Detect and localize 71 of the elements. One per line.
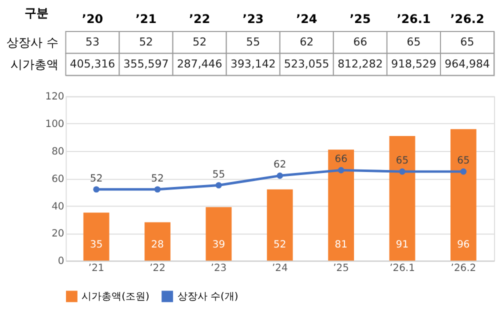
y-tick-label: 120 (45, 92, 64, 103)
point (154, 186, 161, 193)
data-label: 918,529 (391, 57, 436, 70)
data-label: 65 (460, 35, 474, 48)
data-label: 405,316 (70, 57, 116, 70)
bar (144, 222, 170, 261)
data-label: 52 (151, 173, 164, 184)
x-tick-label: ’21 (88, 263, 104, 274)
data-label: 81 (334, 240, 348, 251)
data-label: 28 (151, 240, 164, 251)
x-tick-label: ’20 (82, 12, 104, 26)
data-label: 96 (457, 240, 470, 251)
legend-label: 상장사 수(개) (177, 291, 238, 302)
point (460, 168, 467, 175)
data-label: 39 (212, 240, 226, 251)
data-label: 35 (90, 240, 103, 251)
data-label: 52 (139, 35, 153, 48)
y-tick-label: 100 (45, 119, 64, 130)
y-axis-title: 구분 (24, 6, 48, 20)
x-tick-label: ’25 (333, 263, 349, 274)
bar (328, 150, 354, 261)
bar (83, 212, 110, 261)
y-tick-label: 시가총액 (10, 57, 58, 72)
data-label: 62 (274, 160, 286, 171)
x-tick-label: ’24 (296, 12, 318, 26)
data-label: 66 (334, 154, 348, 166)
x-tick-label: ’22 (150, 263, 166, 274)
bar (206, 207, 232, 261)
bar (389, 136, 416, 261)
legend-label: 시가총액(조원) (82, 291, 150, 302)
data-label: 65 (406, 35, 421, 48)
point (216, 182, 222, 188)
data-label: 53 (86, 35, 100, 48)
data-label: 55 (212, 169, 226, 180)
data-label: 55 (246, 35, 260, 48)
x-tick-label: ’25 (350, 12, 371, 26)
data-label: 523,055 (284, 57, 330, 70)
data-label: 52 (192, 35, 207, 48)
x-tick-label: ’23 (242, 12, 264, 26)
data-label: 65 (396, 156, 409, 167)
point (338, 167, 344, 174)
data-label: 812,282 (338, 57, 383, 70)
y-tick-label: 상장사 수 (6, 35, 58, 50)
data-label: 52 (274, 240, 286, 251)
point (93, 186, 100, 193)
data-label: 393,142 (230, 57, 276, 70)
y-tick-label: 0 (58, 256, 64, 268)
x-tick-label: ’26.1 (390, 263, 415, 274)
point (399, 168, 406, 175)
x-tick-label: ’26.1 (396, 12, 431, 26)
y-tick-label: 80 (52, 146, 64, 158)
point (276, 172, 284, 179)
x-tick-label: ’26.2 (450, 263, 476, 274)
data-label: 355,597 (123, 57, 169, 70)
x-tick-label: ’26.2 (450, 12, 484, 26)
x-tick-label: ’22 (189, 12, 210, 26)
bar (266, 189, 293, 261)
data-label: 62 (300, 35, 314, 48)
y-tick-label: 20 (52, 228, 64, 240)
x-tick-label: ’23 (210, 263, 227, 274)
y-tick-label: 40 (52, 201, 64, 212)
x-tick-label: ’24 (272, 263, 288, 274)
data-label: 66 (353, 35, 368, 48)
data-label: 65 (457, 156, 470, 167)
x-tick-label: ’21 (135, 12, 157, 26)
data-label: 287,446 (176, 57, 222, 70)
y-tick-label: 60 (52, 174, 64, 185)
data-label: 91 (396, 240, 409, 251)
bar (450, 129, 476, 261)
data-label: 964,984 (444, 57, 490, 70)
data-label: 52 (90, 173, 103, 184)
